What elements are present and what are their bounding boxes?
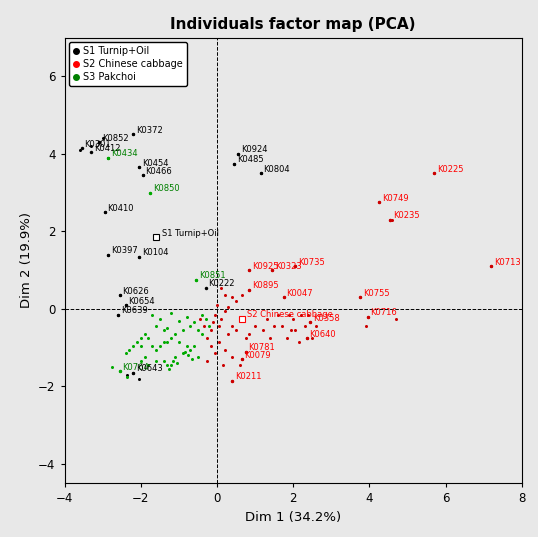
- Y-axis label: Dim 2 (19.9%): Dim 2 (19.9%): [19, 213, 33, 308]
- Text: K0804: K0804: [264, 165, 290, 174]
- Text: K0434: K0434: [111, 149, 138, 158]
- Text: K0485: K0485: [237, 155, 264, 164]
- Text: K0410: K0410: [108, 204, 134, 213]
- Text: K0852: K0852: [102, 134, 128, 143]
- Text: K0358: K0358: [313, 314, 340, 323]
- Text: K0372: K0372: [136, 126, 162, 135]
- Text: K0412: K0412: [94, 143, 121, 153]
- Text: K0211: K0211: [235, 372, 261, 381]
- X-axis label: Dim 1 (34.2%): Dim 1 (34.2%): [245, 511, 341, 524]
- Text: K0225: K0225: [437, 165, 464, 174]
- Text: K0222: K0222: [208, 279, 235, 288]
- Text: K0735: K0735: [298, 258, 324, 267]
- Text: K0851: K0851: [199, 271, 225, 280]
- Text: K0323: K0323: [275, 262, 302, 271]
- Legend: S1 Turnip+Oil, S2 Chinese cabbage, S3 Pakchoi: S1 Turnip+Oil, S2 Chinese cabbage, S3 Pa…: [69, 42, 187, 86]
- Text: S1 Turnip+Oil: S1 Turnip+Oil: [161, 229, 218, 238]
- Text: K0924: K0924: [240, 146, 267, 155]
- Text: K0713: K0713: [494, 258, 521, 267]
- Text: K0654: K0654: [128, 296, 155, 306]
- Text: K0925: K0925: [252, 262, 279, 271]
- Text: K0640: K0640: [309, 330, 336, 338]
- Text: K0764: K0764: [123, 362, 150, 372]
- Text: K0755: K0755: [363, 289, 390, 298]
- Text: K0895: K0895: [252, 281, 279, 290]
- Text: K0781: K0781: [249, 343, 275, 352]
- Text: K0397: K0397: [111, 246, 138, 255]
- Text: K0626: K0626: [123, 287, 150, 296]
- Text: K0047: K0047: [286, 289, 313, 298]
- Text: K0643: K0643: [136, 365, 162, 373]
- Text: K0301: K0301: [84, 140, 111, 149]
- Text: K0235: K0235: [393, 212, 420, 220]
- Text: K0104: K0104: [141, 248, 168, 257]
- Text: K0749: K0749: [382, 194, 408, 203]
- Title: Individuals factor map (PCA): Individuals factor map (PCA): [171, 17, 416, 32]
- Text: K0639: K0639: [121, 306, 147, 315]
- Text: K0716: K0716: [370, 308, 397, 317]
- Text: K0079: K0079: [245, 351, 271, 360]
- Text: K0454: K0454: [141, 159, 168, 168]
- Text: K0850: K0850: [153, 184, 180, 193]
- Text: K0466: K0466: [145, 167, 172, 176]
- Text: S2 Chinese cabbage: S2 Chinese cabbage: [247, 310, 333, 319]
